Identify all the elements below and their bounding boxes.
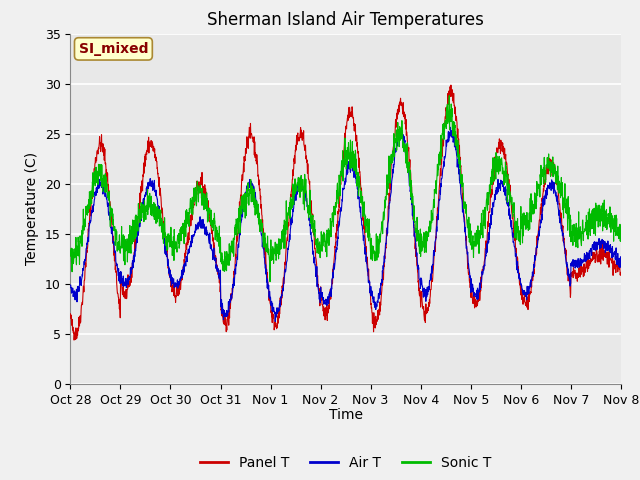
Text: SI_mixed: SI_mixed xyxy=(79,42,148,56)
Y-axis label: Temperature (C): Temperature (C) xyxy=(25,152,39,265)
X-axis label: Time: Time xyxy=(328,408,363,422)
Title: Sherman Island Air Temperatures: Sherman Island Air Temperatures xyxy=(207,11,484,29)
Legend: Panel T, Air T, Sonic T: Panel T, Air T, Sonic T xyxy=(195,450,497,475)
